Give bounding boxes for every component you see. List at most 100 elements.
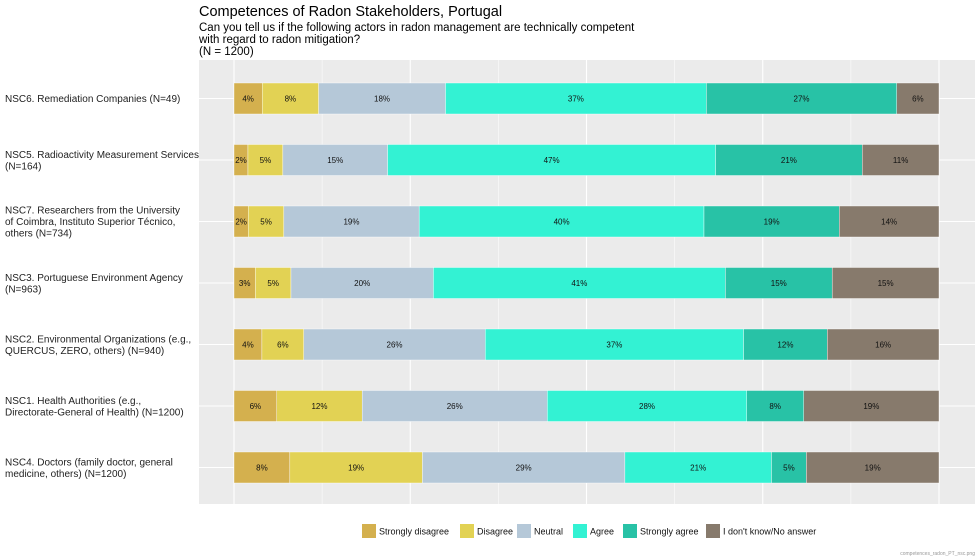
legend-swatch xyxy=(362,524,376,538)
segment-label: 4% xyxy=(242,341,254,350)
bar-segment xyxy=(418,205,705,238)
legend-label: I don't know/No answer xyxy=(723,527,816,537)
legend-swatch xyxy=(706,524,720,538)
segment-label: 3% xyxy=(239,279,251,288)
category-label: NSC6. Remediation Companies (N=49) xyxy=(5,94,180,105)
bar-segment xyxy=(303,328,486,361)
category-labels: NSC6. Remediation Companies (N=49) NSC5. … xyxy=(5,94,199,480)
bar-segment xyxy=(283,205,420,238)
segment-label: 14% xyxy=(881,218,897,227)
segment-label: 19% xyxy=(865,464,881,473)
segment-label: 28% xyxy=(639,402,655,411)
category-label-line: Directorate-General of Health) (N=1200) xyxy=(5,407,184,418)
chart-title: Competences of Radon Stakeholders, Portu… xyxy=(199,4,502,20)
bar-segment xyxy=(896,82,940,115)
legend-swatch xyxy=(623,524,637,538)
legend-swatch xyxy=(517,524,531,538)
segment-label: 27% xyxy=(794,95,810,104)
segment-label: 37% xyxy=(568,95,584,104)
bar-segment xyxy=(422,451,626,484)
segment-label: 8% xyxy=(285,95,297,104)
segment-label: 12% xyxy=(311,402,327,411)
bar-segment xyxy=(233,451,291,484)
segment-label: 19% xyxy=(863,402,879,411)
category-label: NSC5. Radioactivity Measurement Services… xyxy=(5,150,199,173)
category-label: NSC7. Researchers from the University of … xyxy=(5,206,180,240)
bar-segment xyxy=(282,144,388,176)
category-label-line: NSC1. Health Authorities (e.g., xyxy=(5,396,141,407)
category-label-line: (N=963) xyxy=(5,284,41,295)
segment-label: 4% xyxy=(242,95,254,104)
bar-segment xyxy=(445,82,707,115)
category-label: NSC1. Health Authorities (e.g., Directora… xyxy=(5,396,184,419)
segment-label: 21% xyxy=(781,156,797,165)
category-label-line: others (N=734) xyxy=(5,229,72,240)
bar-segment xyxy=(862,144,940,176)
segment-label: 21% xyxy=(690,464,706,473)
bar-segment xyxy=(725,267,833,299)
chart-subtitle-line-1: Can you tell us if the following actors … xyxy=(199,22,635,34)
bar-segment xyxy=(248,205,285,238)
bar-segment xyxy=(827,328,940,361)
bar-segment xyxy=(289,451,423,484)
legend-label: Agree xyxy=(590,527,614,537)
segment-label: 26% xyxy=(447,402,463,411)
segment-label: 5% xyxy=(267,279,279,288)
segment-label: 29% xyxy=(516,464,532,473)
legend-label: Disagree xyxy=(477,527,513,537)
category-label-line: of Coimbra, Instituto Superior Técnico, xyxy=(5,217,175,228)
bar-segment xyxy=(743,328,828,361)
bar-segment xyxy=(247,144,284,176)
segment-label: 16% xyxy=(875,341,891,350)
category-label: NSC4. Doctors (family doctor, general med… xyxy=(5,457,173,480)
segment-label: 47% xyxy=(544,156,560,165)
segment-label: 19% xyxy=(764,218,780,227)
segment-label: 26% xyxy=(387,341,403,350)
category-label-line: NSC6. Remediation Companies (N=49) xyxy=(5,94,180,105)
legend: Strongly disagree Disagree Neutral Agree Str… xyxy=(362,524,816,538)
segment-label: 8% xyxy=(769,402,781,411)
bar-segment xyxy=(233,82,263,115)
segment-label: 18% xyxy=(374,95,390,104)
bar-segment xyxy=(361,390,548,422)
bar-segment xyxy=(746,390,804,422)
bar-segment xyxy=(485,328,744,361)
segment-label: 19% xyxy=(343,218,359,227)
category-label-line: NSC7. Researchers from the University xyxy=(5,206,180,217)
segment-label: 37% xyxy=(606,341,622,350)
legend-swatch xyxy=(573,524,587,538)
category-label-line: NSC3. Portuguese Environment Agency xyxy=(5,273,183,284)
segment-label: 20% xyxy=(354,279,370,288)
segment-label: 12% xyxy=(777,341,793,350)
segment-label: 19% xyxy=(348,464,364,473)
category-label: NSC3. Portuguese Environment Agency (N=96… xyxy=(5,273,183,296)
segment-label: 5% xyxy=(783,464,795,473)
legend-label: Neutral xyxy=(534,527,563,537)
segment-label: 8% xyxy=(256,464,268,473)
category-label-line: (N=164) xyxy=(5,161,41,172)
bar-segment xyxy=(262,82,319,115)
bar-segment xyxy=(839,205,940,238)
bar-segment xyxy=(290,267,434,299)
bar-segments xyxy=(233,82,940,484)
segment-label: 5% xyxy=(260,156,272,165)
bar-segment xyxy=(771,451,807,484)
bar-segment xyxy=(831,267,940,299)
segment-label: 41% xyxy=(571,279,587,288)
chart-subtitle-line-2: with regard to radon mitigation? xyxy=(198,34,360,46)
bar-segment xyxy=(703,205,840,238)
bar-segment xyxy=(806,451,940,484)
segment-label: 40% xyxy=(554,218,570,227)
segment-label: 11% xyxy=(893,156,908,165)
segment-label: 6% xyxy=(912,95,924,104)
segment-label: 6% xyxy=(250,402,262,411)
segment-labels: 4% 8% 18% 37% 27% 6% 2% 5% 15% 47% 21% 11% 2% 5% 19% 40… xyxy=(235,95,923,473)
bar-segment xyxy=(255,267,292,299)
legend-swatch xyxy=(460,524,474,538)
bar-segment xyxy=(276,390,363,422)
bar-segment xyxy=(803,390,940,422)
category-label-line: NSC4. Doctors (family doctor, general xyxy=(5,457,173,468)
segment-label: 15% xyxy=(771,279,787,288)
bar-segment xyxy=(715,144,863,176)
segment-label: 15% xyxy=(327,156,343,165)
